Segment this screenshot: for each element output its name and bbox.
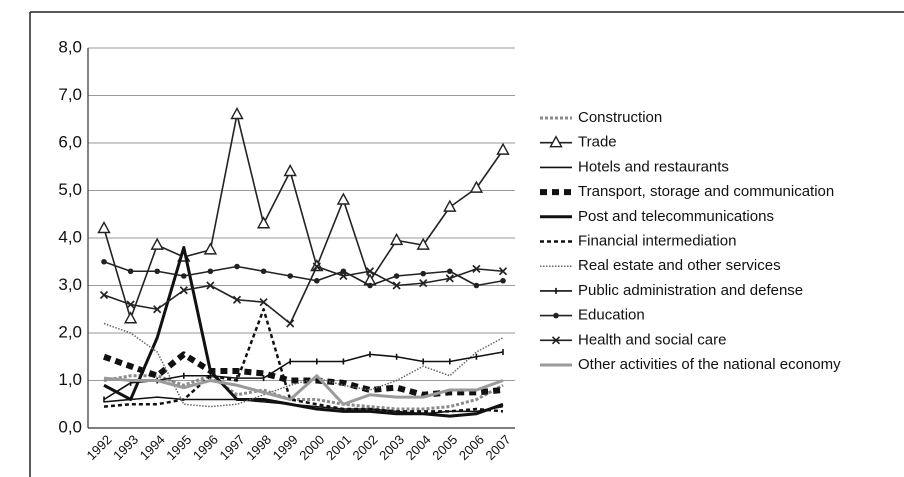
marker-circle bbox=[101, 258, 107, 265]
series-line bbox=[103, 374, 504, 406]
legend-label: Health and social care bbox=[578, 331, 726, 348]
legend-item: Construction bbox=[540, 109, 662, 126]
series-line bbox=[103, 113, 504, 320]
marker-x bbox=[206, 281, 215, 290]
legend-item: Real estate and other services bbox=[540, 257, 781, 274]
series-line bbox=[103, 260, 504, 287]
series-line bbox=[103, 308, 504, 413]
series bbox=[103, 246, 504, 418]
marker-x bbox=[339, 271, 348, 281]
marker-triangle bbox=[549, 135, 563, 148]
marker-x bbox=[472, 264, 481, 273]
marker-circle bbox=[181, 273, 187, 279]
marker-circle bbox=[287, 273, 294, 279]
marker-triangle bbox=[150, 237, 164, 250]
marker-circle bbox=[473, 282, 480, 289]
y-tick-label: 0,0 bbox=[58, 417, 82, 436]
legend-item: Transport, storage and communication bbox=[540, 183, 834, 200]
marker-x bbox=[232, 295, 242, 304]
legend-label: Financial intermediation bbox=[578, 232, 736, 249]
legend-label: Real estate and other services bbox=[578, 257, 781, 274]
marker-circle bbox=[234, 263, 240, 270]
marker-x bbox=[551, 336, 561, 345]
marker-triangle bbox=[283, 164, 297, 177]
legend-item: Trade bbox=[540, 134, 617, 151]
marker-triangle bbox=[97, 221, 111, 234]
legend-item: Other activities of the national economy bbox=[540, 356, 841, 373]
series-line bbox=[103, 374, 504, 411]
marker-circle bbox=[500, 277, 506, 284]
y-tick-label: 6,0 bbox=[58, 132, 82, 151]
marker-triangle bbox=[336, 192, 351, 205]
marker-x bbox=[153, 305, 162, 314]
marker-x bbox=[259, 298, 268, 307]
legend-label: Education bbox=[578, 307, 645, 324]
marker-circle bbox=[393, 273, 400, 279]
legend-item: Financial intermediation bbox=[540, 232, 736, 249]
series bbox=[99, 262, 508, 328]
marker-triangle bbox=[256, 216, 271, 229]
marker-x bbox=[179, 286, 188, 295]
legend-item: Health and social care bbox=[540, 331, 726, 348]
marker-circle bbox=[367, 282, 373, 289]
marker-circle bbox=[127, 268, 134, 275]
series-line bbox=[103, 246, 504, 418]
legend-item: Public administration and defense bbox=[540, 282, 803, 299]
series bbox=[103, 374, 504, 411]
marker-triangle bbox=[230, 107, 244, 120]
marker-x bbox=[498, 267, 508, 276]
marker-x bbox=[286, 319, 295, 328]
marker-circle bbox=[260, 268, 267, 275]
legend-label: Transport, storage and communication bbox=[578, 183, 834, 200]
marker-circle bbox=[420, 270, 427, 277]
marker-circle bbox=[154, 268, 160, 275]
marker-triangle bbox=[389, 232, 404, 246]
legend-label: Post and telecommunications bbox=[578, 208, 774, 225]
series bbox=[103, 374, 504, 406]
series bbox=[103, 308, 504, 413]
marker-circle bbox=[314, 277, 320, 284]
legend-item: Post and telecommunications bbox=[540, 208, 774, 225]
series-line bbox=[103, 351, 504, 401]
legend-label: Public administration and defense bbox=[578, 282, 803, 299]
marker-x bbox=[312, 262, 321, 271]
marker-x bbox=[99, 290, 109, 300]
marker-x bbox=[392, 281, 401, 290]
marker-x bbox=[126, 300, 135, 309]
series-line bbox=[103, 265, 504, 325]
y-tick-label: 1,0 bbox=[58, 370, 82, 389]
y-tick-label: 3,0 bbox=[58, 275, 82, 294]
legend-label: Trade bbox=[578, 134, 617, 151]
y-tick-label: 8,0 bbox=[58, 37, 82, 56]
y-tick-label: 4,0 bbox=[58, 227, 82, 246]
legend-label: Other activities of the national economy bbox=[578, 356, 841, 373]
marker-circle bbox=[207, 268, 214, 275]
marker-x bbox=[419, 279, 428, 288]
legend-label: Construction bbox=[578, 109, 662, 126]
y-tick-label: 7,0 bbox=[58, 85, 82, 104]
marker-circle bbox=[447, 268, 453, 275]
legend-item: Hotels and restaurants bbox=[540, 158, 729, 175]
marker-circle bbox=[553, 312, 559, 319]
series bbox=[101, 258, 506, 289]
marker-x bbox=[365, 267, 375, 276]
legend-label: Hotels and restaurants bbox=[578, 158, 729, 175]
marker-triangle bbox=[203, 242, 218, 255]
legend-item: Education bbox=[540, 307, 645, 324]
marker-triangle bbox=[416, 237, 430, 250]
y-tick-label: 5,0 bbox=[58, 180, 82, 199]
marker-circle bbox=[340, 268, 347, 275]
marker-triangle bbox=[469, 180, 484, 193]
marker-triangle bbox=[443, 199, 457, 212]
marker-x bbox=[445, 274, 454, 283]
marker-triangle bbox=[496, 142, 510, 155]
marker-triangle bbox=[123, 311, 138, 324]
y-tick-label: 2,0 bbox=[58, 322, 82, 341]
